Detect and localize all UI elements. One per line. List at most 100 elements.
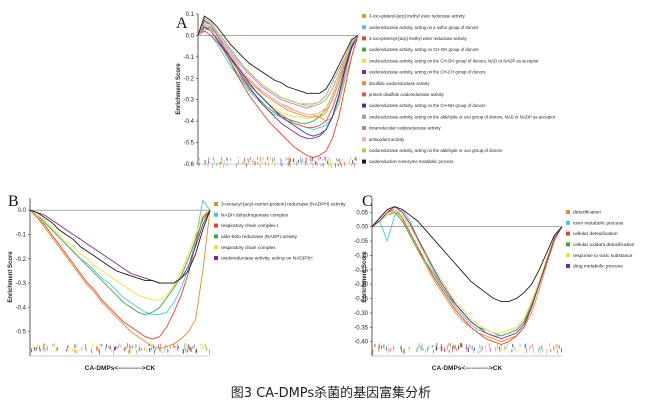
y-axis-label: Enrichment Score	[362, 251, 368, 303]
y-axis-label: Enrichment Score	[176, 63, 182, 115]
y-tick-label: 0.00	[356, 225, 368, 231]
series-line-7	[371, 206, 563, 302]
legend-swatch	[362, 159, 366, 164]
legend-swatch	[362, 92, 366, 97]
legend-swatch	[566, 210, 570, 214]
panel-b: B0.0 -0.1 -0.2 -0.3 -0.4 -0.5 Enrichment Score…	[8, 193, 346, 372]
hit-rug	[372, 343, 562, 355]
legend-label: cellular oxidant detoxification	[573, 242, 635, 248]
y-tick-label: -0.4	[16, 305, 27, 311]
y-tick-label: -0.15	[354, 268, 368, 274]
y-tick-label: -0.25	[354, 297, 368, 303]
y-tick-label: -0.4	[184, 119, 195, 125]
legend-label: toxin metabolic process	[573, 220, 624, 226]
panel-letter: C	[362, 193, 373, 210]
series-line-2	[29, 199, 211, 316]
legend-swatch	[214, 202, 218, 206]
legend-label: protein disulfide oxidoreductase activit…	[369, 92, 445, 97]
y-tick-label: -0.2	[16, 257, 27, 263]
legend-label: antioxidant activity	[369, 137, 405, 142]
legend-label: oxidoreductase activity, acting on the a…	[369, 148, 502, 153]
series-line-7	[29, 209, 211, 284]
y-tick-label: -0.3	[184, 98, 195, 104]
legend-swatch	[362, 137, 366, 142]
panel-c: C0.05 0.00 -0.05 -0.10 -0.15 -0.20 -0.25 -0.30 -…	[354, 193, 634, 372]
legend-swatch	[362, 36, 366, 41]
legend-swatch	[362, 103, 366, 108]
y-tick-label: -0.40	[354, 340, 368, 346]
legend-swatch	[214, 245, 218, 250]
legend-label: disulfide oxidoreductase activity	[369, 81, 430, 86]
legend-swatch	[362, 81, 366, 86]
legend-label: oxidoreductase activity, acting on the C…	[369, 103, 485, 108]
panel-a: A0.1 0.0 -0.1 -0.2 -0.3 -0.4 -0.5 -0.6 Enrichmen…	[176, 12, 556, 169]
legend-label: response to toxic substance	[573, 253, 633, 259]
legend-swatch	[362, 70, 366, 74]
legend-swatch	[362, 148, 366, 153]
y-tick-label: -0.1	[16, 232, 27, 238]
y-tick-label: -0.6	[184, 162, 195, 168]
legend-swatch	[214, 212, 218, 217]
legend-swatch	[566, 253, 570, 258]
series-line-5	[29, 209, 211, 301]
legend-label: drug metabolic process	[573, 264, 623, 270]
series-line-9	[197, 26, 359, 137]
y-tick-label: -0.30	[354, 311, 368, 317]
legend-label: aldo-keto reductase (NADP) activity	[221, 234, 298, 240]
legend-label: 3-oxoacyl-[acyl-carrier-protein] reducta…	[221, 202, 346, 208]
legend-label: oxidoreductase activity, acting on CH-OH…	[369, 47, 479, 52]
y-tick-label: 0.0	[18, 208, 27, 214]
y-axis-label: Enrichment Score	[8, 251, 14, 303]
y-tick-label: -0.10	[354, 253, 368, 259]
figure-caption: 图3 CA-DMPs杀菌的基因富集分析	[230, 386, 432, 401]
y-tick-label: -0.2	[184, 76, 195, 82]
y-tick-label: -0.20	[354, 282, 368, 288]
legend-label: NADH dehydrogenase complex	[221, 212, 289, 218]
legend-swatch	[362, 58, 366, 63]
series-line-1	[371, 208, 563, 343]
series-line-8	[197, 30, 359, 129]
legend-label: 3-oxo-glutaryl-[acp] methyl ester reduct…	[369, 14, 466, 19]
series-line-4	[29, 209, 211, 316]
y-tick-label: -0.5	[16, 330, 27, 336]
legend-swatch	[362, 25, 366, 30]
legend-label: respiratory chain complex I	[221, 223, 278, 229]
y-tick-label: 0.1	[186, 12, 195, 18]
legend-swatch	[566, 220, 570, 225]
legend-label: oxidoreductase activity, acting on NAD(P…	[221, 256, 313, 262]
legend-label: detoxification	[573, 210, 601, 216]
legend-swatch	[214, 256, 218, 260]
legend-swatch	[214, 223, 218, 228]
y-tick-label: -0.5	[184, 141, 195, 147]
series-line-3	[29, 209, 211, 340]
legend-label: cellular detoxification	[573, 231, 618, 237]
hit-rug	[198, 156, 357, 169]
legend-swatch	[362, 126, 366, 130]
legend-label: oxidoreduction coenzyme metabolic proces…	[369, 159, 454, 164]
legend-label: 3-oxo-pimeloyl-[acp] methyl ester reduct…	[369, 36, 468, 41]
y-tick-label: -0.35	[354, 325, 368, 331]
series-line-5	[371, 208, 563, 334]
legend-label: intramolecular oxidoreductase activity	[369, 126, 441, 131]
series-line-13	[197, 22, 359, 107]
legend-label: oxidoreductase activity, acting on the a…	[369, 114, 556, 119]
legend-swatch	[362, 114, 366, 119]
legend-label: oxidoreductase activity, acting on a sul…	[369, 25, 479, 30]
y-tick-label: -0.3	[16, 281, 27, 287]
legend-label: oxidoreductase activity, acting on the C…	[369, 58, 539, 63]
x-axis-label: CA-DMPs<----------->CK	[85, 365, 156, 372]
legend-label: oxidoreductase activity, acting on the C…	[369, 70, 485, 75]
y-tick-label: -0.1	[184, 55, 195, 61]
panel-letter: A	[176, 15, 188, 32]
legend-swatch	[566, 264, 570, 268]
y-tick-label: -0.05	[354, 239, 368, 245]
legend-label: respiratory chain complex	[221, 245, 276, 251]
series-line-14	[197, 15, 359, 94]
series-line-6	[371, 206, 563, 340]
series-line-12	[197, 28, 359, 116]
legend-swatch	[362, 47, 366, 52]
x-axis-label: CA-DMPs<----------->CK	[432, 365, 503, 372]
y-tick-label: 0.05	[356, 210, 368, 216]
legend-swatch	[566, 242, 570, 247]
